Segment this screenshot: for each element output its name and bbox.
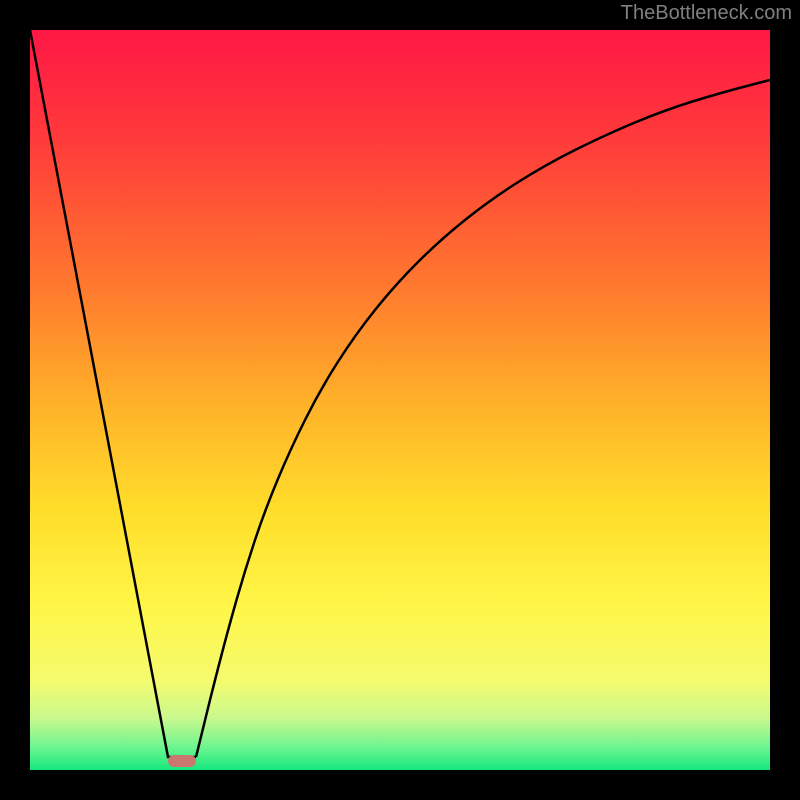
chart-svg — [0, 0, 800, 800]
bottleneck-chart: TheBottleneck.com — [0, 0, 800, 800]
min-marker — [168, 755, 196, 767]
watermark-text: TheBottleneck.com — [621, 2, 792, 25]
plot-background — [30, 30, 770, 770]
